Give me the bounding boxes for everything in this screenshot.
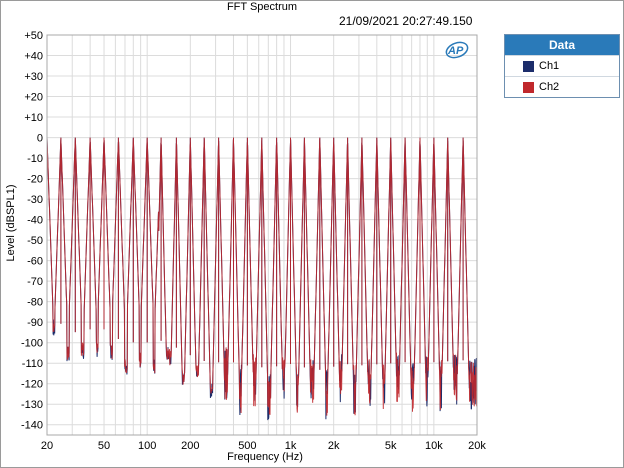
y-tick-label: -140: [21, 420, 43, 432]
tick-labels: +50 +40 +30 +20 +10 0 -10 -20 -30 -40 -50 -60 -70 -80…: [21, 30, 486, 452]
y-tick-label: -70: [27, 276, 43, 288]
series-ch2-line: [46, 137, 478, 416]
y-tick-label: -90: [27, 317, 43, 329]
y-tick-label: +10: [24, 112, 43, 124]
y-tick-label: -100: [21, 338, 43, 350]
x-tick-label: 500: [238, 440, 256, 452]
chart-title: FFT Spectrum: [226, 1, 298, 13]
y-tick-label: -130: [21, 399, 43, 411]
legend-title: Data: [505, 35, 619, 55]
legend-item-ch2[interactable]: Ch2: [505, 76, 619, 97]
y-tick-label: -40: [27, 215, 43, 227]
y-tick-label: -50: [27, 235, 43, 247]
legend-item-ch1[interactable]: Ch1: [505, 55, 619, 76]
y-tick-label: -10: [27, 153, 43, 165]
legend-label-ch2: Ch2: [539, 81, 560, 93]
legend: Data Ch1 Ch2: [504, 34, 620, 98]
x-tick-label: 5k: [385, 440, 397, 452]
y-tick-label: -120: [21, 379, 43, 391]
x-tick-label: 200: [181, 440, 199, 452]
y-tick-label: +20: [24, 92, 43, 104]
y-tick-label: +30: [24, 71, 43, 83]
ch2-swatch: [523, 81, 534, 93]
y-tick-label: -80: [27, 297, 43, 309]
x-axis-label: Frequency (Hz): [227, 451, 303, 463]
x-tick-label: 1k: [285, 440, 297, 452]
y-tick-label: 0: [37, 133, 43, 145]
svg-text:AP: AP: [447, 45, 464, 57]
x-tick-label: 100: [138, 440, 156, 452]
timestamp: 21/09/2021 20:27:49.150: [339, 14, 473, 28]
x-tick-label: 2k: [328, 440, 340, 452]
x-tick-label: 20k: [468, 440, 486, 452]
x-tick-label: 50: [98, 440, 110, 452]
y-tick-label: -110: [22, 358, 43, 370]
ch1-swatch: [523, 60, 534, 72]
x-tick-label: 20: [41, 440, 53, 452]
spectrum-traces: [46, 137, 478, 421]
y-tick-label: +40: [24, 51, 43, 63]
ap-logo-icon: AP: [445, 41, 469, 59]
y-tick-label: -30: [27, 194, 43, 206]
y-tick-label: +50: [24, 30, 43, 42]
legend-label-ch1: Ch1: [539, 60, 560, 72]
plot-border: [46, 34, 478, 436]
x-tick-label: 10k: [425, 440, 443, 452]
y-tick-label: -20: [27, 174, 43, 186]
y-tick-label: -60: [27, 256, 43, 268]
